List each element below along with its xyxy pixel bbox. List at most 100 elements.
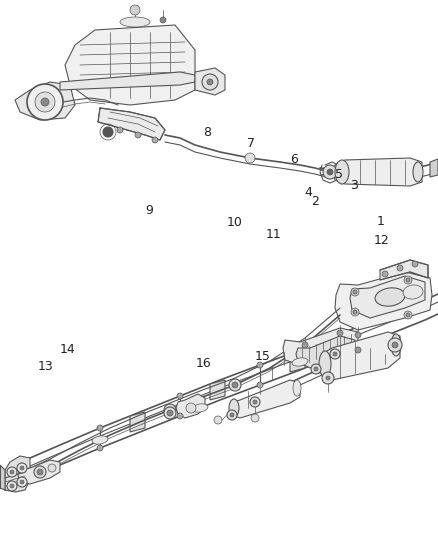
Circle shape [326, 376, 330, 380]
Circle shape [392, 342, 398, 348]
Circle shape [406, 313, 410, 317]
Circle shape [17, 477, 27, 487]
Polygon shape [230, 380, 300, 418]
Text: 10: 10 [226, 216, 242, 229]
Polygon shape [65, 25, 195, 105]
Text: 3: 3 [350, 179, 358, 192]
Ellipse shape [229, 399, 239, 417]
Circle shape [397, 265, 403, 271]
Circle shape [322, 372, 334, 384]
Polygon shape [60, 72, 195, 90]
Circle shape [10, 470, 14, 474]
Circle shape [245, 153, 255, 163]
Circle shape [10, 484, 14, 488]
Circle shape [186, 403, 196, 413]
Circle shape [251, 414, 259, 422]
Ellipse shape [319, 351, 331, 377]
Circle shape [355, 332, 361, 338]
Circle shape [97, 445, 103, 451]
Ellipse shape [413, 162, 423, 182]
Text: 1: 1 [377, 215, 385, 228]
Circle shape [327, 169, 333, 175]
Circle shape [355, 347, 361, 353]
Circle shape [117, 127, 123, 133]
Circle shape [227, 410, 237, 420]
Circle shape [207, 79, 213, 85]
Text: 9: 9 [145, 204, 153, 217]
Circle shape [130, 5, 140, 15]
Circle shape [302, 342, 308, 348]
Polygon shape [333, 158, 422, 186]
Circle shape [37, 469, 43, 475]
Circle shape [20, 466, 24, 470]
Ellipse shape [92, 436, 108, 444]
Circle shape [323, 165, 337, 179]
Circle shape [412, 261, 418, 267]
Circle shape [167, 410, 173, 416]
Ellipse shape [391, 334, 401, 356]
Circle shape [164, 404, 176, 416]
Circle shape [257, 362, 263, 368]
Circle shape [351, 308, 359, 316]
Circle shape [17, 463, 27, 473]
Text: 16: 16 [196, 357, 212, 370]
Ellipse shape [292, 358, 308, 366]
Ellipse shape [192, 404, 208, 412]
Polygon shape [283, 328, 358, 365]
Circle shape [229, 379, 241, 391]
Ellipse shape [335, 160, 349, 184]
Circle shape [351, 288, 359, 296]
Circle shape [253, 400, 257, 404]
Circle shape [311, 364, 321, 374]
Circle shape [135, 132, 141, 138]
Circle shape [167, 407, 173, 413]
Circle shape [337, 330, 343, 336]
Circle shape [7, 481, 17, 491]
Polygon shape [98, 108, 165, 140]
Polygon shape [15, 82, 75, 120]
Polygon shape [430, 159, 438, 177]
Circle shape [164, 407, 176, 419]
Text: 13: 13 [38, 360, 54, 373]
Text: 14: 14 [60, 343, 76, 356]
Circle shape [314, 367, 318, 371]
Circle shape [34, 466, 46, 478]
Polygon shape [350, 276, 425, 318]
Polygon shape [380, 260, 428, 280]
Ellipse shape [375, 288, 405, 306]
Polygon shape [0, 465, 5, 490]
Circle shape [97, 425, 103, 431]
Circle shape [257, 382, 263, 388]
Circle shape [202, 74, 218, 90]
Ellipse shape [120, 17, 150, 27]
Text: 6: 6 [290, 154, 298, 166]
Text: 5: 5 [336, 168, 343, 181]
Circle shape [35, 92, 55, 112]
Circle shape [160, 17, 166, 23]
Circle shape [382, 271, 388, 277]
Ellipse shape [403, 285, 423, 299]
Polygon shape [5, 456, 30, 492]
Polygon shape [296, 336, 355, 368]
Circle shape [404, 311, 412, 319]
Polygon shape [176, 394, 205, 418]
Polygon shape [335, 272, 432, 330]
Circle shape [152, 137, 158, 143]
Circle shape [27, 84, 63, 120]
Circle shape [404, 276, 412, 284]
Circle shape [388, 338, 402, 352]
Circle shape [353, 290, 357, 294]
Text: 12: 12 [373, 235, 389, 247]
Circle shape [103, 127, 113, 137]
Ellipse shape [293, 380, 301, 396]
Circle shape [232, 382, 238, 388]
Circle shape [214, 416, 222, 424]
Circle shape [250, 397, 260, 407]
Text: 2: 2 [311, 195, 319, 208]
Polygon shape [130, 412, 145, 432]
Circle shape [20, 480, 24, 484]
Polygon shape [210, 380, 225, 400]
Polygon shape [18, 460, 60, 484]
Text: 4: 4 [305, 187, 313, 199]
Polygon shape [320, 332, 400, 380]
